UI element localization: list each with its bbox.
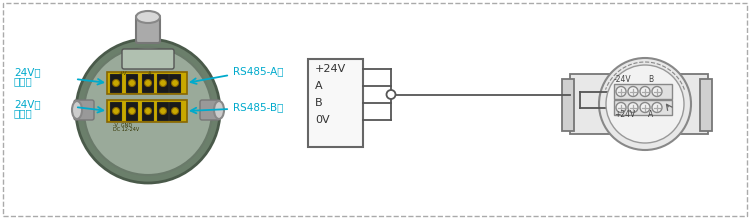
Bar <box>700 79 712 131</box>
Text: +24V: +24V <box>315 64 346 74</box>
Text: DC 12-24V: DC 12-24V <box>113 127 140 132</box>
Bar <box>169 74 180 92</box>
Text: 源正极: 源正极 <box>14 76 33 86</box>
Bar <box>157 102 168 120</box>
Bar <box>107 100 187 122</box>
Text: -V  GND: -V GND <box>113 123 132 128</box>
Ellipse shape <box>72 101 82 119</box>
FancyBboxPatch shape <box>74 100 94 120</box>
Circle shape <box>640 102 650 113</box>
Text: 0V: 0V <box>315 115 330 125</box>
Text: B: B <box>648 75 653 84</box>
Text: +V: +V <box>118 71 127 76</box>
Text: B: B <box>315 98 322 108</box>
Circle shape <box>112 108 119 115</box>
Bar <box>570 74 708 134</box>
Text: RS485-B极: RS485-B极 <box>233 102 284 112</box>
Bar <box>614 84 672 99</box>
Text: 24V电: 24V电 <box>14 99 40 109</box>
Bar <box>157 74 168 92</box>
Circle shape <box>652 102 662 113</box>
Circle shape <box>128 79 136 87</box>
Circle shape <box>616 87 626 97</box>
Ellipse shape <box>136 11 160 23</box>
FancyBboxPatch shape <box>122 49 174 69</box>
Text: RS485-A极: RS485-A极 <box>233 66 284 76</box>
Circle shape <box>128 108 136 115</box>
Bar <box>562 79 574 131</box>
Circle shape <box>628 102 638 113</box>
Bar <box>110 74 121 92</box>
Bar <box>110 102 121 120</box>
Circle shape <box>76 39 220 183</box>
Text: +24V: +24V <box>614 110 635 119</box>
Text: -24V: -24V <box>614 75 632 84</box>
Bar <box>614 100 672 115</box>
FancyBboxPatch shape <box>200 100 220 120</box>
Text: 源负极: 源负极 <box>14 108 33 118</box>
Circle shape <box>84 47 212 175</box>
Circle shape <box>160 79 166 87</box>
Circle shape <box>616 102 626 113</box>
Bar <box>169 102 180 120</box>
FancyBboxPatch shape <box>136 15 160 43</box>
Text: A: A <box>148 71 152 76</box>
Circle shape <box>145 79 152 87</box>
Circle shape <box>172 108 178 115</box>
Circle shape <box>652 87 662 97</box>
Bar <box>308 59 363 147</box>
Circle shape <box>640 87 650 97</box>
Circle shape <box>606 65 684 143</box>
Text: A: A <box>315 81 322 91</box>
Circle shape <box>160 108 166 115</box>
Bar <box>107 72 187 94</box>
Text: A: A <box>648 110 653 119</box>
Bar <box>126 102 137 120</box>
Circle shape <box>172 79 178 87</box>
Circle shape <box>386 90 395 99</box>
Circle shape <box>628 87 638 97</box>
Circle shape <box>112 79 119 87</box>
Text: 24V电: 24V电 <box>14 67 40 77</box>
Bar <box>142 74 153 92</box>
Circle shape <box>145 108 152 115</box>
Bar <box>126 74 137 92</box>
Ellipse shape <box>214 101 224 119</box>
Circle shape <box>599 58 691 150</box>
Bar <box>142 102 153 120</box>
